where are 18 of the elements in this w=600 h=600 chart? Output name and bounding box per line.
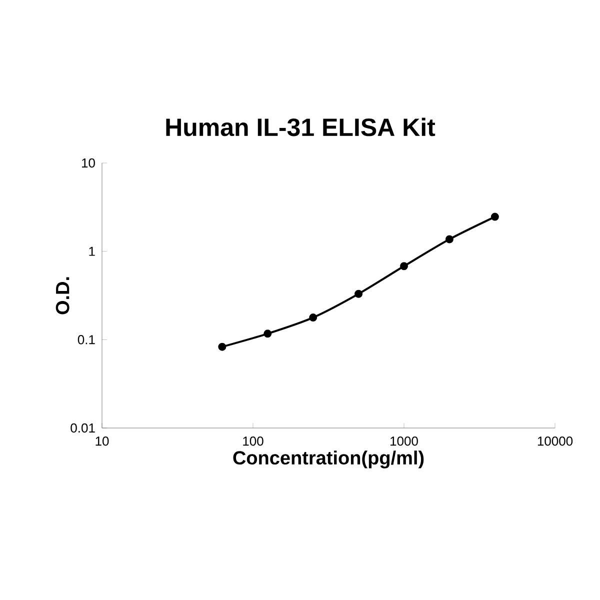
point (264, 330, 272, 338)
point (354, 290, 363, 298)
x-tick-label: 1000 (390, 436, 418, 446)
y-tick-label: 0.01 (70, 423, 95, 433)
point (218, 342, 226, 351)
chart-title: Human IL-31 ELISA Kit (166, 118, 436, 136)
x-tick-label: 10 (96, 436, 109, 446)
point (490, 212, 499, 221)
y-tick-label: 1 (89, 246, 95, 256)
point (445, 235, 454, 244)
y-axis-title: O.D. (56, 277, 70, 314)
point (309, 314, 318, 322)
point (400, 262, 408, 270)
y-tick-label: 0.1 (78, 335, 95, 344)
x-axis-title: Concentration(pg/ml) (233, 450, 424, 468)
x-tick-label: 100 (243, 436, 264, 446)
x-tick-label: 10000 (538, 436, 573, 446)
y-tick-label: 10 (82, 158, 95, 168)
